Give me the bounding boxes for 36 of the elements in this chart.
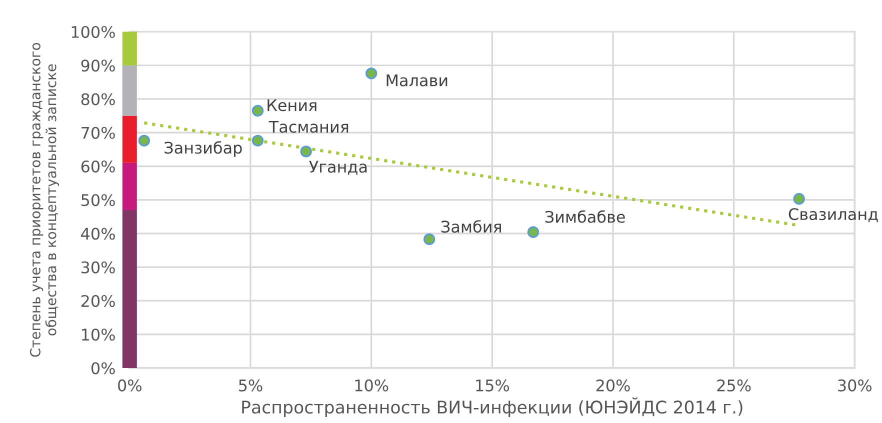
x-tick-label: 15% (476, 379, 510, 392)
y-tick-label: 90% (81, 60, 115, 72)
point (252, 134, 264, 147)
y-tick-label: 50% (81, 194, 115, 206)
point (793, 193, 805, 205)
point (138, 134, 150, 147)
point (527, 226, 540, 238)
x-tick-label: 25% (717, 379, 751, 392)
annotation: Занзибар (164, 141, 242, 157)
point (423, 233, 436, 246)
annotation: Кения (268, 99, 316, 112)
point (300, 146, 312, 158)
x-tick-label: 20% (596, 379, 630, 392)
y-tick-label: 80% (81, 93, 115, 106)
annotation: Малави (386, 74, 448, 86)
y-tick-label: 10% (82, 328, 115, 341)
y-tick-label: 20% (81, 294, 115, 308)
annotation: Свазиланд (788, 208, 878, 222)
annotation: Уганда (309, 160, 367, 175)
y-tick-label: 40% (81, 228, 115, 240)
y-tick-label: 60% (81, 160, 115, 173)
annotation: Тасмания (268, 120, 348, 133)
x-tick-label: 0% (118, 379, 142, 392)
x-tick-label: 10% (355, 379, 388, 392)
y-tick-label: 0% (91, 362, 115, 374)
point (365, 68, 378, 80)
x-tick-label: 5% (239, 379, 262, 392)
y-axis-title: Степень учета приоритетов гражданского общества в концептуальной записке (30, 42, 59, 357)
annotation: Замбия (441, 220, 501, 233)
y-tick-label: 70% (82, 126, 115, 139)
x-tick-label: 30% (838, 379, 872, 392)
point (252, 104, 264, 117)
annotation: Зимбабве (545, 210, 625, 223)
y-tick-label: 100% (72, 26, 115, 38)
y-tick-label: 30% (81, 261, 115, 274)
x-axis-title: Распространенность ВИЧ-инфекции (ЮНЭЙДС 2014 г.) (242, 397, 742, 418)
